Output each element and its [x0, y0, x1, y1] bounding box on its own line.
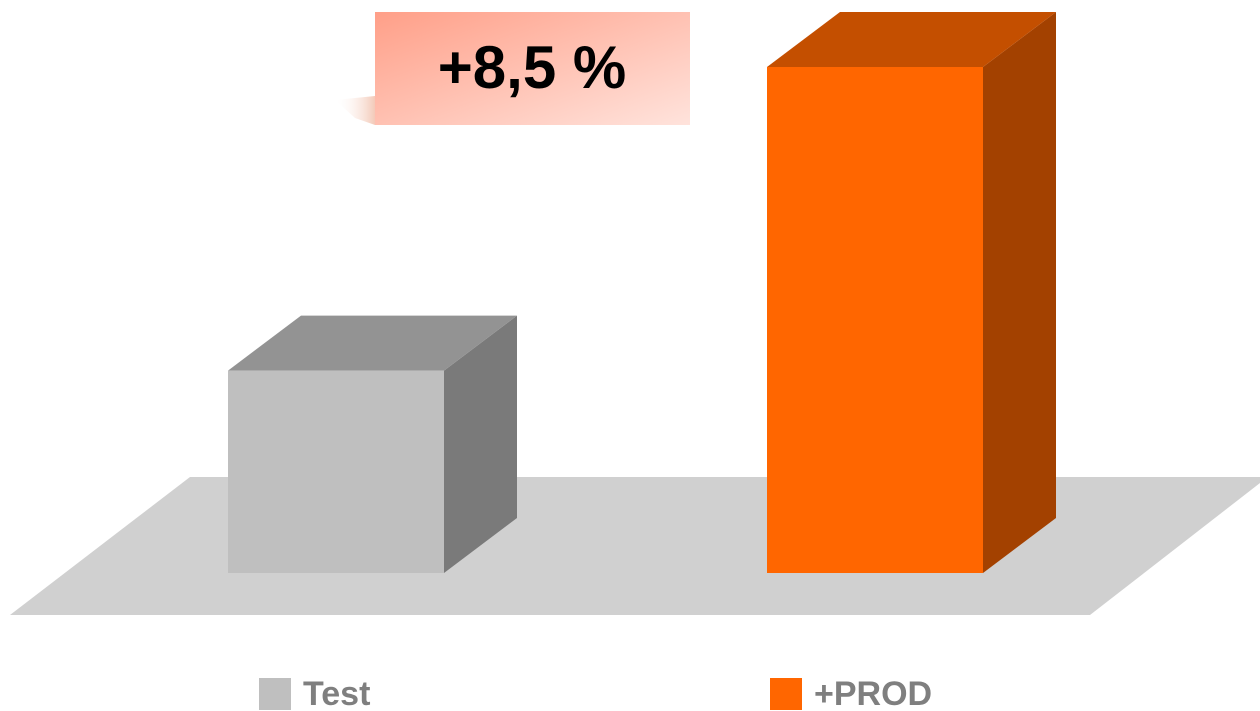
annotation-box — [375, 12, 690, 125]
bar — [228, 370, 444, 573]
legend-label: Test — [303, 675, 370, 711]
legend-label: +PROD — [814, 675, 932, 711]
bar-top — [228, 315, 517, 371]
legend: Test +PROD — [259, 675, 932, 711]
legend-swatch — [770, 678, 802, 710]
floor — [10, 477, 1260, 615]
annotation: +8,5 % — [438, 34, 626, 101]
bar-side — [444, 315, 517, 573]
annotation-shadow — [335, 96, 375, 125]
bars — [228, 12, 1056, 573]
bar-top — [767, 12, 1056, 67]
bar — [767, 67, 983, 573]
legend-swatch — [259, 678, 291, 710]
bar-side — [983, 12, 1056, 573]
